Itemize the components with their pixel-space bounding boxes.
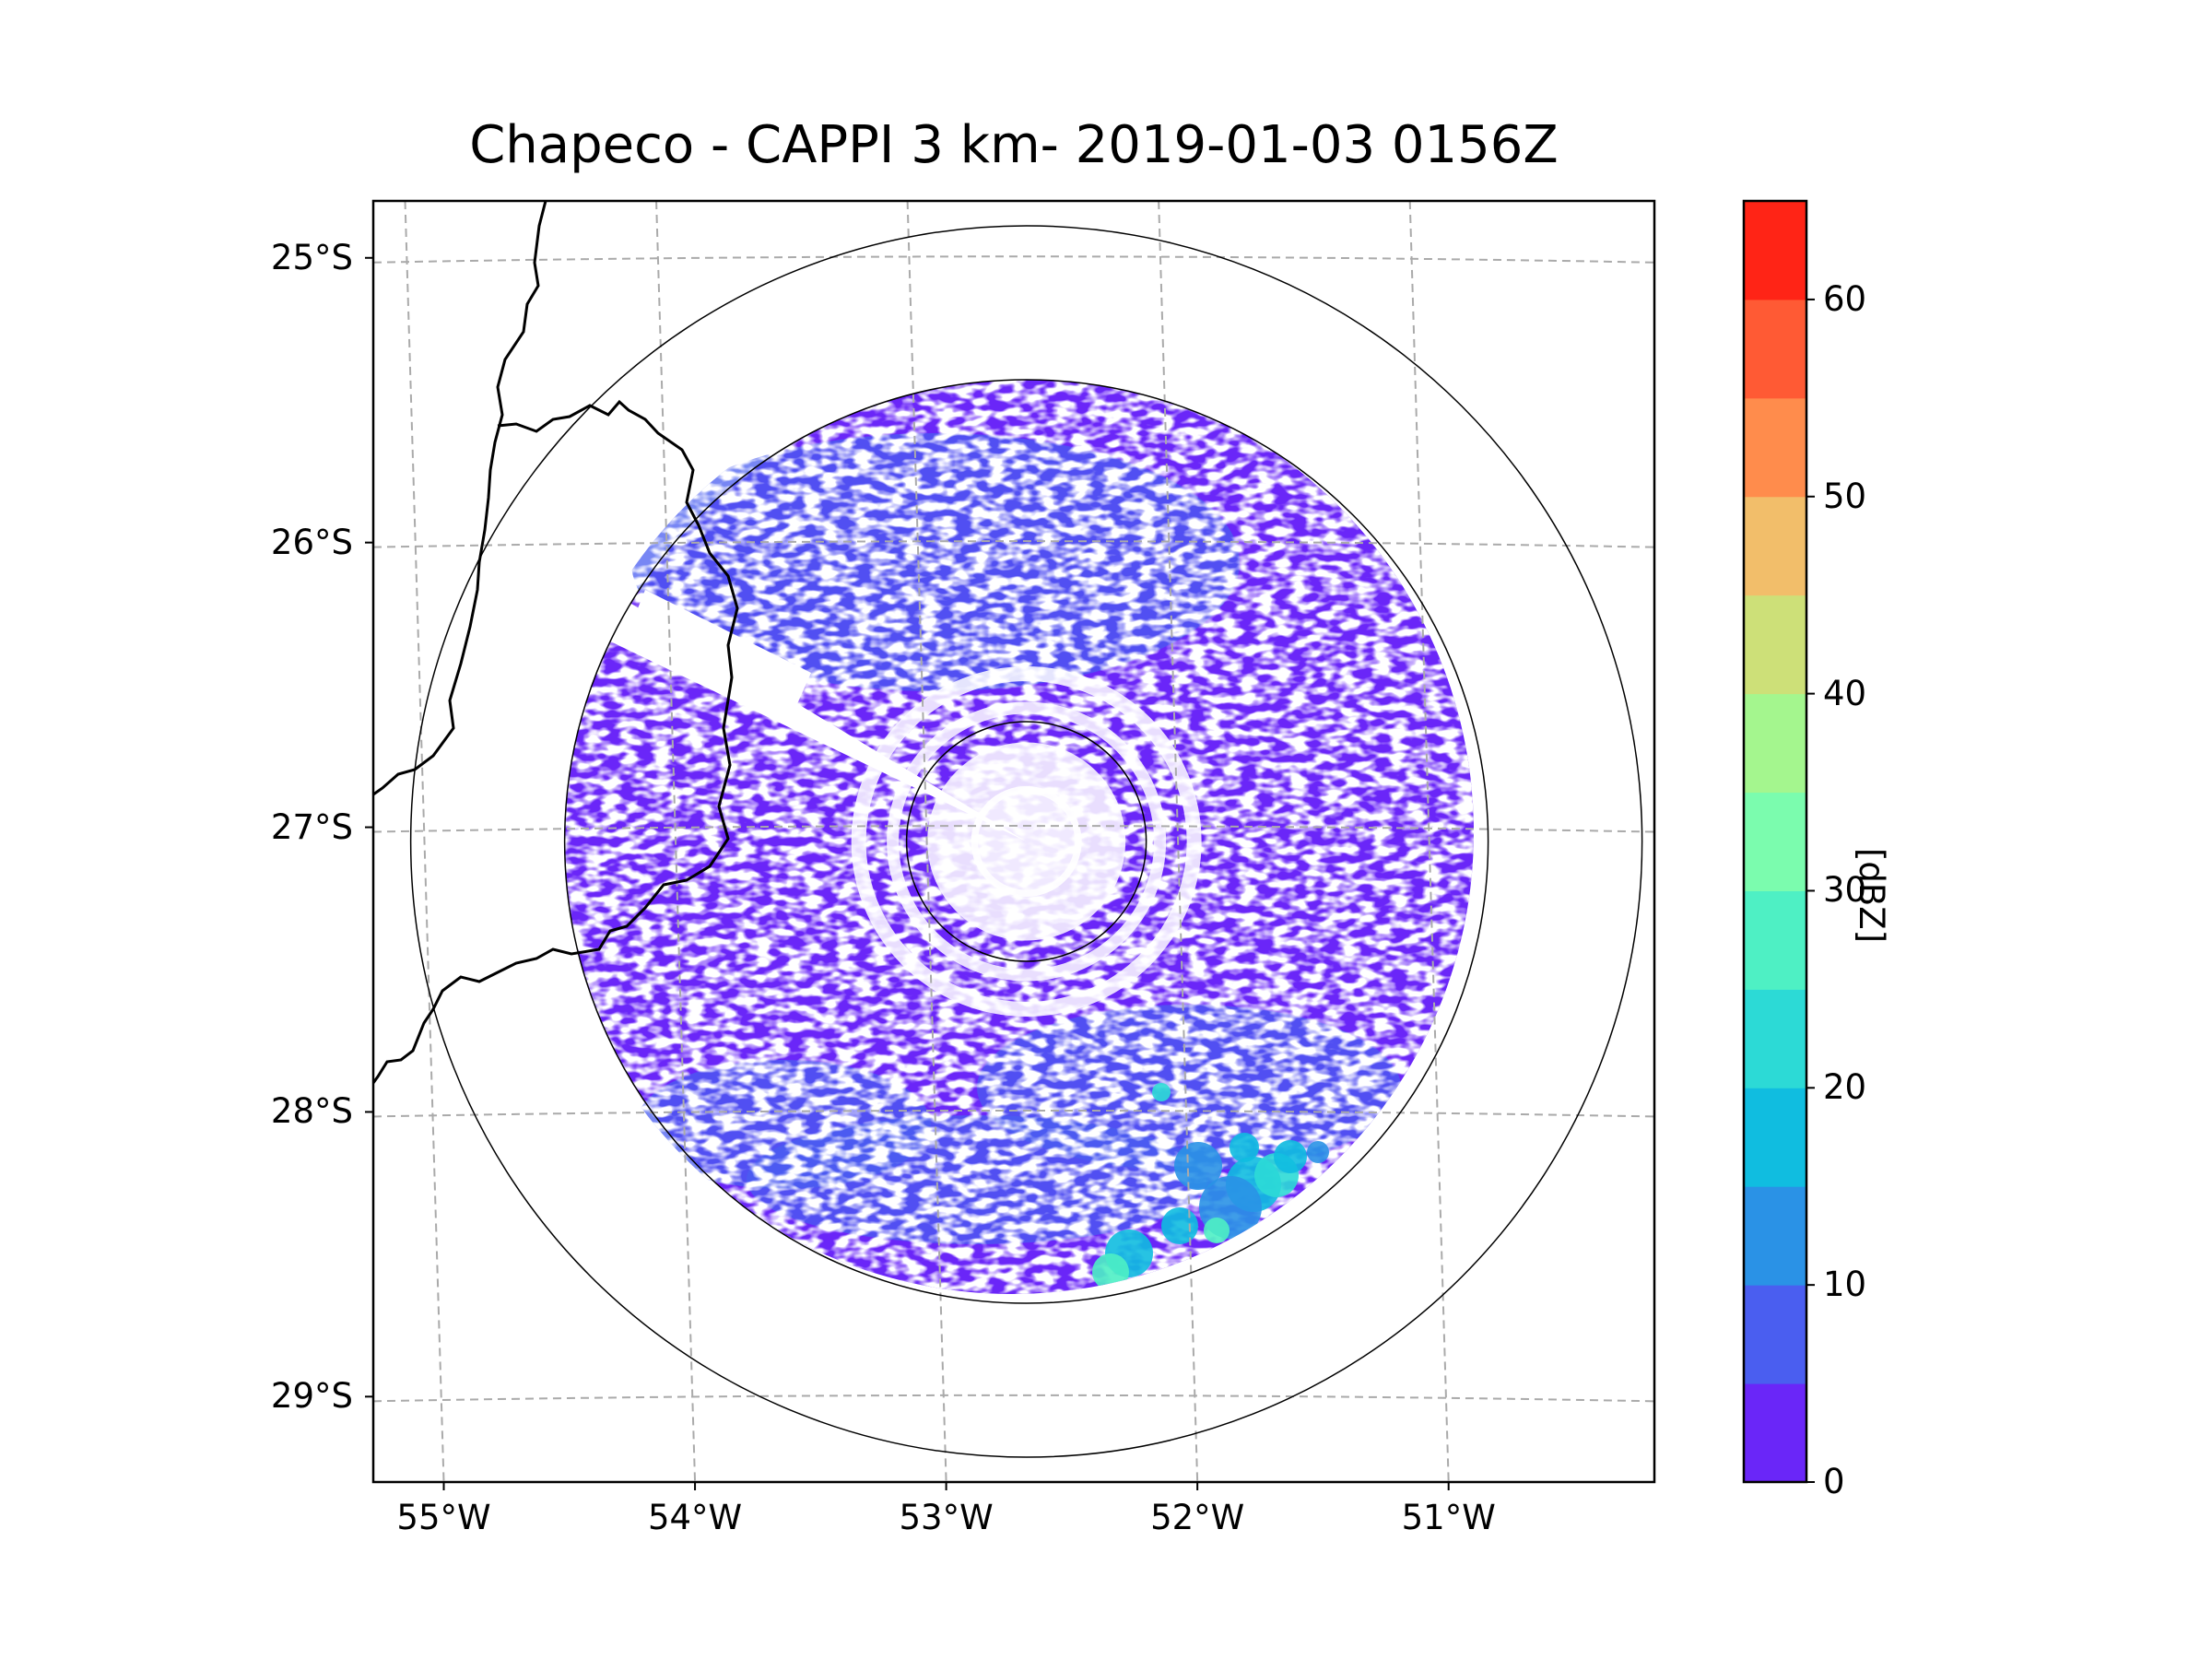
lat-tick-label: 25°S bbox=[270, 237, 353, 277]
colorbar-bin bbox=[1744, 792, 1806, 891]
meridian-line bbox=[906, 201, 947, 1482]
echo-cell bbox=[1230, 1133, 1259, 1162]
colorbar-bin bbox=[1744, 693, 1806, 794]
border-line-west bbox=[373, 201, 547, 796]
echo-cell bbox=[1274, 1140, 1307, 1173]
range-ring-inner bbox=[905, 721, 1147, 962]
lon-tick-label: 55°W bbox=[396, 1498, 491, 1537]
meridian-line bbox=[1158, 201, 1199, 1482]
colorbar-bin bbox=[1744, 299, 1806, 399]
lat-tick-label: 27°S bbox=[270, 806, 353, 847]
colorbar-bin bbox=[1744, 594, 1806, 695]
lon-tick-label: 53°W bbox=[899, 1498, 994, 1537]
clear-annulus bbox=[851, 666, 1202, 1017]
lon-tick-label: 52°W bbox=[1150, 1498, 1245, 1537]
colorbar-bin bbox=[1744, 1285, 1806, 1384]
border-line-central bbox=[373, 399, 739, 1084]
range-rings bbox=[409, 225, 1643, 1458]
colorbar-bin bbox=[1744, 201, 1806, 300]
lat-tick-label: 29°S bbox=[270, 1376, 353, 1417]
colorbar-unit-label: [dBZ] bbox=[1852, 848, 1891, 944]
colorbar-bin bbox=[1744, 496, 1806, 596]
echo-cell bbox=[1174, 1142, 1222, 1190]
meridian-line bbox=[404, 201, 445, 1482]
state-borders bbox=[373, 201, 739, 1084]
lon-tick-label: 51°W bbox=[1401, 1498, 1496, 1537]
colorbar-tick-label: 20 bbox=[1823, 1067, 1867, 1108]
meridian-line bbox=[655, 201, 697, 1482]
echo-cell bbox=[1152, 1083, 1171, 1101]
lon-tick-label: 54°W bbox=[647, 1498, 743, 1537]
radar-echo-layer bbox=[564, 380, 1474, 1294]
echo-cell bbox=[1307, 1141, 1329, 1163]
colorbar-bin bbox=[1744, 1186, 1806, 1286]
colorbar-tick-label: 50 bbox=[1823, 476, 1867, 516]
echo-cell bbox=[1204, 1218, 1230, 1243]
echo-cell bbox=[1092, 1253, 1129, 1290]
colorbar-bin bbox=[1744, 1383, 1806, 1483]
colorbar-bin bbox=[1744, 397, 1806, 498]
graticule bbox=[373, 201, 1654, 1482]
colorbar-tick-label: 10 bbox=[1823, 1265, 1867, 1305]
colorbar-bin bbox=[1744, 1088, 1806, 1187]
axis-ticks bbox=[365, 256, 1450, 1490]
meridian-line bbox=[1408, 201, 1450, 1482]
lat-tick-label: 28°S bbox=[270, 1091, 353, 1132]
echo-field bbox=[564, 380, 1474, 1294]
colorbar bbox=[1742, 199, 1815, 1484]
colorbar-tick-label: 30 bbox=[1823, 870, 1867, 911]
parallel-line bbox=[373, 1109, 1654, 1118]
beam-blockage-sector bbox=[627, 590, 811, 714]
echo-cell bbox=[1161, 1207, 1198, 1244]
clear-annulus bbox=[927, 742, 1126, 941]
clear-annulus bbox=[887, 701, 1167, 982]
range-ring-outer bbox=[409, 225, 1643, 1458]
colorbar-tick-label: 60 bbox=[1823, 278, 1867, 319]
chart-title: Chapeco - CAPPI 3 km- 2019-01-03 0156Z bbox=[469, 115, 1559, 175]
colorbar-bin bbox=[1744, 989, 1806, 1088]
map-frame bbox=[371, 199, 1656, 1484]
colorbar-frame bbox=[1742, 199, 1808, 1484]
colorbar-tick-label: 40 bbox=[1823, 673, 1867, 713]
parallel-line bbox=[373, 1394, 1654, 1403]
colorbar-bin bbox=[1744, 890, 1806, 990]
parallel-line bbox=[373, 540, 1654, 548]
parallel-line bbox=[373, 825, 1654, 833]
colorbar-tick-label: 0 bbox=[1823, 1462, 1845, 1501]
parallel-line bbox=[373, 255, 1654, 264]
range-ring-data-limit bbox=[563, 379, 1489, 1304]
lat-tick-label: 26°S bbox=[270, 522, 353, 562]
